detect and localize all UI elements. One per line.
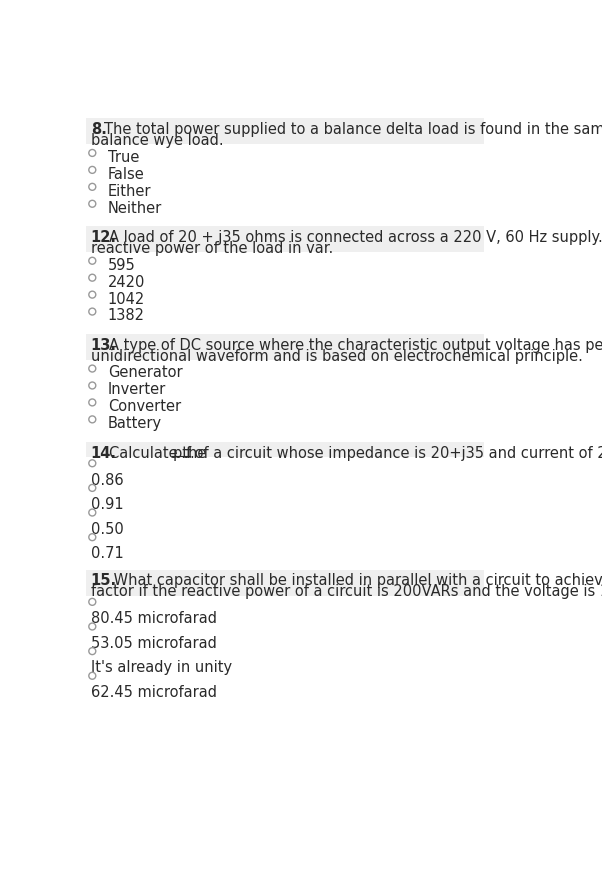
Text: It's already in unity: It's already in unity — [91, 660, 232, 676]
Text: of a circuit whose impedance is 20+j35 and current of 2A.: of a circuit whose impedance is 20+j35 a… — [190, 445, 602, 461]
Text: Battery: Battery — [108, 417, 162, 431]
Text: 8.: 8. — [91, 122, 107, 137]
Text: 0.50: 0.50 — [91, 521, 123, 537]
Text: Calculate the: Calculate the — [110, 445, 211, 461]
Text: 0.91: 0.91 — [91, 497, 123, 513]
Text: 15.: 15. — [91, 573, 117, 589]
Text: 62.45 microfarad: 62.45 microfarad — [91, 685, 217, 700]
Text: 80.45 microfarad: 80.45 microfarad — [91, 611, 217, 626]
FancyBboxPatch shape — [86, 118, 485, 144]
Text: 595: 595 — [108, 258, 135, 272]
Text: False: False — [108, 167, 144, 182]
FancyBboxPatch shape — [86, 334, 485, 360]
Text: unidirectional waveform and is based on electrochemical principle.: unidirectional waveform and is based on … — [91, 349, 583, 364]
Text: factor if the reactive power of a circuit is 200VARs and the voltage is 100V.: factor if the reactive power of a circui… — [91, 584, 602, 599]
FancyBboxPatch shape — [86, 570, 485, 596]
Text: 0.71: 0.71 — [91, 547, 123, 562]
Text: 1042: 1042 — [108, 291, 145, 306]
Text: What capacitor shall be installed in parallel with a circuit to achieve a unity : What capacitor shall be installed in par… — [110, 573, 602, 589]
FancyBboxPatch shape — [86, 442, 485, 457]
Text: True: True — [108, 150, 139, 165]
Text: 2420: 2420 — [108, 274, 145, 289]
Text: Generator: Generator — [108, 366, 182, 381]
Text: 13.: 13. — [91, 338, 117, 353]
FancyBboxPatch shape — [86, 226, 485, 253]
Text: 1382: 1382 — [108, 308, 145, 323]
Text: p.f.: p.f. — [172, 445, 195, 461]
Text: 12.: 12. — [91, 230, 117, 245]
Text: 0.86: 0.86 — [91, 472, 123, 487]
Text: 53.05 microfarad: 53.05 microfarad — [91, 636, 217, 650]
Text: balance wye load.: balance wye load. — [91, 133, 223, 148]
Text: Inverter: Inverter — [108, 383, 166, 398]
Text: Either: Either — [108, 184, 151, 199]
Text: 14.: 14. — [91, 445, 117, 461]
Text: A load of 20 + j35 ohms is connected across a 220 V, 60 Hz supply. Find the: A load of 20 + j35 ohms is connected acr… — [110, 230, 602, 245]
Text: Neither: Neither — [108, 201, 162, 216]
Text: Converter: Converter — [108, 400, 181, 414]
Text: The total power supplied to a balance delta load is found in the same way as for: The total power supplied to a balance de… — [104, 122, 602, 137]
Text: A type of DC source where the characteristic output voltage has perfect: A type of DC source where the characteri… — [110, 338, 602, 353]
Text: reactive power of the load in var.: reactive power of the load in var. — [91, 241, 333, 255]
